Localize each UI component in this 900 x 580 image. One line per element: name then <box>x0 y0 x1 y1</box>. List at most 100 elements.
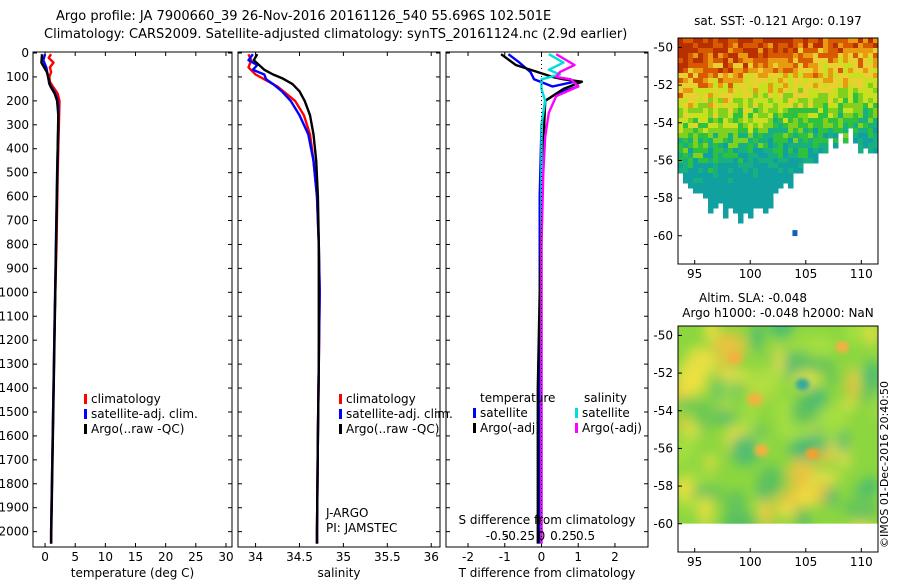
sst-cell <box>723 98 729 104</box>
sst-cell <box>723 203 729 209</box>
sst-cell <box>738 188 744 194</box>
sst-cell <box>723 178 729 184</box>
sst-cell <box>873 88 878 94</box>
sst-cell <box>723 73 729 79</box>
sst-cell <box>833 143 839 149</box>
sst-cell <box>853 108 859 114</box>
sst-cell <box>728 68 734 74</box>
depth-tick-label: 200 <box>6 94 29 108</box>
sst-cell <box>803 58 809 64</box>
sst-cell <box>753 188 759 194</box>
sst-cell <box>723 188 729 194</box>
sst-cell <box>728 108 734 114</box>
sst-cell <box>858 43 864 49</box>
sst-cell <box>868 133 874 139</box>
sst-cell <box>728 88 734 94</box>
sst-cell <box>738 93 744 99</box>
sst-cell <box>803 73 809 79</box>
sst-cell <box>728 43 734 49</box>
sst-cell <box>763 203 769 209</box>
sst-cell <box>763 88 769 94</box>
sst-cell <box>708 143 714 149</box>
sst-cell <box>858 133 864 139</box>
sst-cell <box>848 43 854 49</box>
legend-label: satellite-adj. clim. <box>346 407 453 421</box>
sst-cell <box>728 128 734 134</box>
sst-cell <box>763 198 769 204</box>
sst-cell <box>683 133 689 139</box>
sst-cell <box>828 53 834 59</box>
panel-temperature: 0100200300400500600700800900100011001200… <box>0 46 234 580</box>
sst-cell <box>858 113 864 119</box>
sst-cell <box>683 168 689 174</box>
sst-cell <box>758 198 764 204</box>
panel-salinity: 34 34.5 35 35.5 36 salinity climatologysatelli… <box>237 51 453 580</box>
sst-cell <box>713 88 719 94</box>
sst-cell <box>678 78 684 84</box>
sst-cell <box>698 38 704 44</box>
sst-cell <box>718 153 724 159</box>
sst-cell <box>728 173 734 179</box>
sst-cell <box>803 123 809 129</box>
sst-cell <box>758 163 764 169</box>
sst-cell <box>693 128 699 134</box>
depth-tick-label: 1700 <box>0 453 29 467</box>
sst-cell <box>708 168 714 174</box>
sst-cell <box>733 123 739 129</box>
sst-cell <box>823 148 829 154</box>
sst-cell <box>743 153 749 159</box>
sst-cell <box>853 118 859 124</box>
sst-cell <box>723 48 729 54</box>
sst-cell <box>718 93 724 99</box>
sst-cell <box>733 163 739 169</box>
sst-cell <box>793 158 799 164</box>
sst-cell <box>763 68 769 74</box>
sla-blob <box>844 326 864 346</box>
sst-cell <box>808 133 814 139</box>
sst-cell <box>693 143 699 149</box>
sst-cell <box>793 113 799 119</box>
sst-cell <box>758 73 764 79</box>
sst-cell <box>768 128 774 134</box>
sst-cell <box>758 173 764 179</box>
sst-cell <box>718 198 724 204</box>
sst-cell <box>793 48 799 54</box>
s-tick-label: -0.5 <box>486 529 509 543</box>
sst-cell <box>723 103 729 109</box>
x-tick-label: 10 <box>98 550 113 564</box>
sst-cell <box>688 63 694 69</box>
sst-cell <box>758 58 764 64</box>
sst-cell <box>863 53 869 59</box>
sst-cell <box>748 203 754 209</box>
sst-cell <box>738 178 744 184</box>
sst-cell <box>748 178 754 184</box>
sst-cell <box>703 68 709 74</box>
sst-cell <box>733 133 739 139</box>
sst-cell <box>858 38 864 44</box>
sst-cell <box>793 128 799 134</box>
sst-cell <box>753 193 759 199</box>
sst-cell <box>773 148 779 154</box>
sst-cell <box>688 123 694 129</box>
sst-cell <box>708 173 714 179</box>
sst-cell <box>688 178 694 184</box>
sst-cell <box>718 173 724 179</box>
sst-cell <box>813 73 819 79</box>
sst-cell <box>708 153 714 159</box>
sst-cell <box>713 58 719 64</box>
sla-spot <box>727 352 742 365</box>
sst-cell <box>743 168 749 174</box>
sst-cell <box>693 98 699 104</box>
sst-cell <box>738 148 744 154</box>
sst-cell <box>843 43 849 49</box>
sst-cell <box>743 178 749 184</box>
sst-cell <box>738 173 744 179</box>
sst-cell <box>683 153 689 159</box>
sst-cell <box>793 163 799 169</box>
depth-tick-label: 1400 <box>0 381 29 395</box>
sst-cell <box>808 113 814 119</box>
sst-cell <box>698 153 704 159</box>
sst-cell <box>873 138 878 144</box>
sst-cell <box>748 128 754 134</box>
sst-cell <box>768 73 774 79</box>
